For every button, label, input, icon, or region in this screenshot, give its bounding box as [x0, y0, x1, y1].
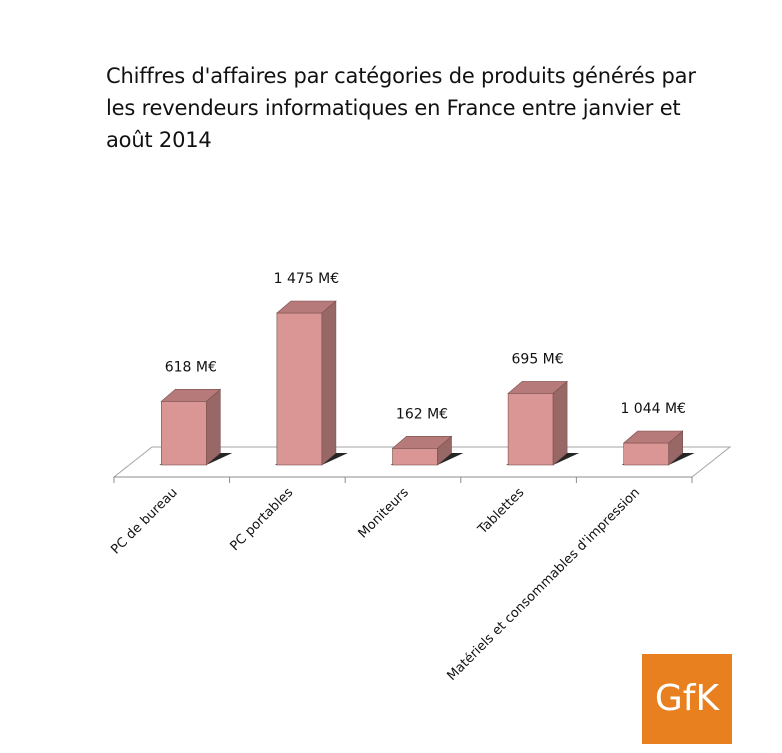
bar-front [507, 393, 554, 466]
bars [160, 300, 684, 466]
bar-value-label: 1 475 M€ [274, 271, 340, 287]
bar-top [276, 300, 337, 314]
category-label: PC de bureau [108, 485, 180, 557]
bar-front [392, 448, 438, 466]
category-labels: PC de bureau PC portables Moniteurs Tablett… [108, 485, 643, 684]
bar-front [623, 442, 670, 466]
bar-top [160, 389, 222, 402]
gfk-logo-text: GfK [654, 678, 720, 719]
value-labels: 618 M€ 1 475 M€ 162 M€ 695 M€ 1 044 M€ [165, 271, 686, 422]
bar-top [622, 430, 684, 444]
bar-side [552, 380, 568, 466]
bar-side [206, 388, 221, 466]
bar-front [276, 312, 323, 466]
bar-top [391, 436, 453, 449]
category-label: PC portables [227, 485, 296, 554]
bar-value-label: 618 M€ [165, 359, 217, 375]
gfk-logo: GfK [642, 654, 732, 744]
category-label: Matériels et consommables d'impression [444, 485, 643, 684]
category-label: Moniteurs [356, 485, 412, 541]
x-axis [113, 476, 693, 483]
bar-front [161, 401, 207, 466]
bar-side [321, 300, 337, 466]
bar-value-label: 695 M€ [512, 351, 564, 367]
bar-top [507, 381, 568, 394]
bar-value-label: 1 044 M€ [620, 401, 686, 417]
chart-title: Chiffres d'affaires par catégories de pr… [106, 64, 696, 152]
bar-value-label: 162 M€ [396, 406, 448, 422]
category-label: Tablettes [475, 485, 528, 538]
